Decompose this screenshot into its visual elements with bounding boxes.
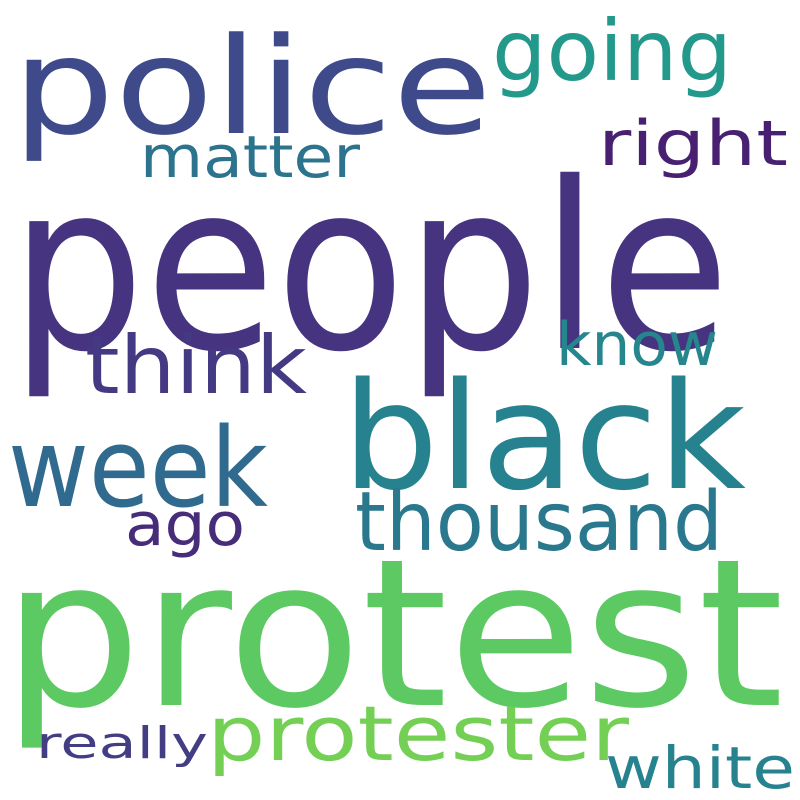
word-white: white [605,734,795,800]
word-right: right [598,107,788,180]
word-protest: protest [2,516,784,754]
word-know: know [556,310,718,380]
word-think: think [85,319,308,412]
word-matter: matter [140,123,360,191]
word-really: really [36,718,208,769]
word-black: black [342,351,746,523]
word-going: going [492,2,732,100]
word-ago: ago [125,490,245,560]
word-week: week [8,404,268,532]
word-people: people [10,133,730,403]
word-protester: protester [207,689,630,778]
word-thousand: thousand [355,475,723,570]
word-police: police [12,9,492,165]
